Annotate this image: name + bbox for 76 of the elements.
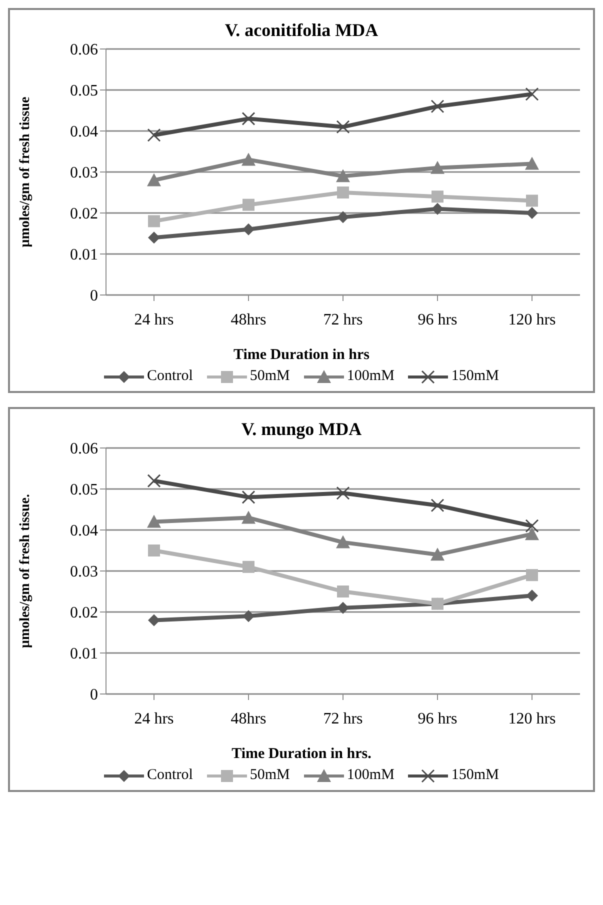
x-axis-title: Time Duration in hrs. <box>230 746 372 763</box>
point <box>337 602 349 614</box>
y-tick-label: 0.02 <box>70 206 98 223</box>
point <box>242 560 254 573</box>
point <box>148 232 160 244</box>
x-tick-label: 72 hrs <box>323 710 363 728</box>
legend-label: 50mM <box>250 368 290 385</box>
point <box>430 498 444 512</box>
y-tick-label: 0.01 <box>70 646 98 663</box>
point <box>148 614 160 626</box>
point <box>337 186 349 198</box>
y-tick-label: 0.06 <box>70 42 98 59</box>
y-tick-label: 0.02 <box>70 604 98 622</box>
point <box>148 215 160 228</box>
point <box>526 569 538 582</box>
point <box>147 173 161 186</box>
y-tick-label: 0.04 <box>70 124 98 141</box>
point <box>430 100 444 114</box>
y-tick-label: 0.01 <box>70 246 98 264</box>
chart-title: V. mungo MDA <box>240 419 363 440</box>
y-tick-label: 0.04 <box>70 522 98 540</box>
y-axis-title: μmoles/gm of fresh tissue <box>18 96 33 248</box>
point <box>336 120 350 134</box>
y-tick-label: 0 <box>90 288 98 305</box>
point <box>242 510 256 524</box>
point <box>430 548 444 561</box>
point <box>430 160 444 174</box>
x-tick-label: 24 hrs <box>134 311 174 328</box>
y-tick-label: 0.05 <box>70 82 98 100</box>
point <box>242 198 254 211</box>
point <box>337 211 349 224</box>
point <box>242 223 254 236</box>
point <box>526 590 538 602</box>
y-axis-title: μmoles/gm of fresh tissue. <box>18 494 33 648</box>
x-tick-label: 96 hrs <box>418 311 458 328</box>
y-tick-label: 0.03 <box>70 164 98 182</box>
legend-label: 150mM <box>451 767 499 784</box>
point <box>147 128 161 142</box>
y-tick-label: 0.03 <box>70 564 98 581</box>
point <box>526 207 538 219</box>
point <box>147 514 161 528</box>
legend-label: 100mM <box>346 368 394 385</box>
point <box>526 194 538 207</box>
point <box>336 169 350 182</box>
legend-label: Control <box>147 368 193 385</box>
point <box>242 610 254 622</box>
point <box>148 544 160 556</box>
x-tick-label: 48hrs <box>230 710 266 728</box>
point <box>337 586 349 598</box>
point <box>432 190 444 203</box>
point <box>242 112 256 126</box>
y-tick-label: 0.05 <box>70 482 98 499</box>
legend-label: 150mM <box>451 368 499 385</box>
point <box>525 519 539 533</box>
x-tick-label: 96 hrs <box>418 710 458 728</box>
x-axis-title: Time Duration in hrs <box>232 347 370 364</box>
x-tick-label: 120 hrs <box>508 710 556 728</box>
y-tick-label: 0 <box>90 686 98 704</box>
legend-label: 100mM <box>346 767 394 784</box>
point <box>525 527 539 540</box>
x-tick-label: 72 hrs <box>323 311 363 328</box>
chart-title: V. aconitifolia MDA <box>224 20 380 41</box>
y-tick-label: 0.06 <box>70 440 98 458</box>
point <box>432 202 444 215</box>
point <box>147 474 161 488</box>
point <box>525 156 539 170</box>
legend-label: Control <box>147 767 193 784</box>
point <box>336 535 350 548</box>
legend-label: 50mM <box>250 767 290 784</box>
x-tick-label: 24 hrs <box>134 710 174 728</box>
point <box>242 152 256 166</box>
point <box>242 490 256 504</box>
point <box>336 486 350 500</box>
x-tick-label: 120 hrs <box>508 311 556 328</box>
point <box>525 87 539 101</box>
x-tick-label: 48hrs <box>230 311 266 328</box>
